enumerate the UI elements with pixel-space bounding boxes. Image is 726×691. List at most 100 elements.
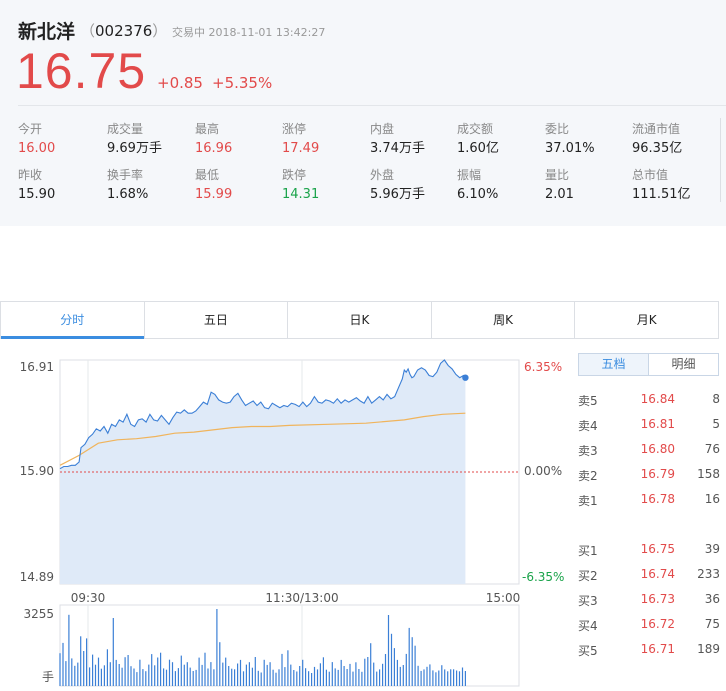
volume-bar	[313, 666, 316, 686]
volume-bar	[393, 648, 395, 686]
volume-bar	[139, 659, 141, 686]
bid-volume: 189	[697, 642, 720, 656]
stat-label: 今开	[18, 122, 43, 136]
y-tick-pct-low: -6.35%	[522, 570, 564, 584]
stat-outer-volume: 外盘 5.96万手	[370, 167, 454, 204]
volume-bar	[201, 664, 203, 686]
bid-row: 买1 16.75 39	[578, 542, 720, 560]
volume-bar	[299, 666, 301, 686]
bid-volume: 75	[704, 617, 720, 631]
volume-bar	[157, 657, 159, 686]
stat-value: 16.00	[18, 141, 56, 156]
bracket-close: ）	[152, 22, 168, 40]
volume-bar	[106, 649, 108, 686]
stat-volume: 成交量 9.69万手	[107, 121, 191, 158]
bid-price: 16.75	[640, 542, 675, 556]
volume-bar	[447, 671, 449, 686]
volume-bar	[248, 662, 250, 686]
volume-bar	[177, 668, 179, 686]
stat-value: 96.35亿	[632, 141, 683, 156]
stat-label: 涨停	[282, 122, 307, 136]
bid-label: 买1	[578, 544, 598, 558]
y-tick-low: 14.89	[20, 570, 54, 584]
volume-bar	[269, 662, 271, 686]
bid-price: 16.71	[640, 642, 675, 656]
stat-value: 3.74万手	[370, 141, 425, 156]
volume-bar	[65, 661, 67, 686]
volume-bar	[405, 653, 407, 686]
stat-value: 16.96	[195, 141, 233, 156]
volume-bar	[461, 667, 464, 686]
bid-volume: 233	[697, 567, 720, 581]
ask-label: 卖5	[578, 394, 598, 408]
tab-trade-details[interactable]: 明细	[649, 353, 719, 376]
volume-bar	[399, 666, 401, 686]
tab-weekly-k[interactable]: 周K	[432, 302, 576, 338]
volume-bar	[387, 615, 390, 686]
ask-volume: 158	[697, 467, 720, 481]
volume-bar	[204, 652, 206, 686]
volume-bar	[328, 671, 330, 686]
tab-intraday[interactable]: 分时	[1, 302, 145, 339]
volume-bar	[373, 662, 375, 686]
volume-bar	[325, 669, 327, 686]
volume-bar	[254, 657, 256, 686]
bid-row: 买5 16.71 189	[578, 642, 720, 660]
edge-divider	[720, 118, 721, 202]
stat-label: 成交量	[107, 122, 144, 136]
volume-bar	[402, 665, 404, 686]
bid-price: 16.73	[640, 592, 675, 606]
volume-bar	[189, 667, 191, 686]
volume-bar	[74, 665, 76, 686]
volume-bar	[97, 657, 100, 686]
y-tick-high: 16.91	[20, 360, 54, 374]
volume-bar	[414, 645, 416, 686]
volume-bar	[281, 653, 283, 686]
volume-bar	[242, 671, 245, 686]
ask-price: 16.84	[640, 392, 675, 406]
volume-bar	[133, 668, 135, 686]
volume-bar	[171, 662, 174, 686]
volume-bar	[384, 654, 387, 686]
volume-bar	[355, 662, 357, 686]
stat-value: 1.68%	[107, 187, 149, 202]
volume-bar	[361, 671, 363, 686]
volume-bar	[458, 671, 461, 686]
volume-bar	[109, 662, 111, 686]
volume-bar	[266, 664, 268, 686]
volume-bar	[293, 670, 295, 686]
y-tick-prev-close: 15.90	[20, 464, 54, 478]
volume-bar	[370, 643, 372, 686]
volume-bar	[464, 671, 466, 686]
volume-bar	[127, 655, 129, 686]
volume-bar	[456, 670, 458, 686]
x-tick-close: 15:00	[486, 591, 521, 605]
tab-monthly-k[interactable]: 月K	[636, 313, 657, 327]
volume-bar	[302, 659, 304, 686]
stat-bid-ratio: 委比 37.01%	[545, 121, 629, 158]
volume-bar	[444, 669, 446, 686]
volume-bar	[165, 669, 168, 686]
volume-bar	[450, 669, 452, 686]
bid-label: 买4	[578, 619, 598, 633]
price-line	[59, 359, 466, 470]
tab-five-day[interactable]: 五日	[145, 302, 289, 338]
volume-bar	[432, 670, 434, 686]
volume-bar	[337, 669, 339, 686]
tab-daily-k[interactable]: 日K	[288, 302, 432, 338]
volume-bar	[367, 657, 369, 686]
volume-bar	[296, 671, 298, 686]
stat-label: 振幅	[457, 168, 482, 182]
volume-bar	[408, 627, 410, 686]
volume-bar	[100, 668, 102, 686]
tab-five-levels[interactable]: 五档	[578, 353, 649, 376]
volume-bar	[92, 654, 94, 686]
price-layer	[59, 359, 469, 584]
volume-bar	[319, 663, 321, 686]
stat-label: 委比	[545, 122, 570, 136]
price-change-percent: +5.35%	[212, 74, 273, 92]
volume-bar	[260, 672, 262, 686]
volume-bar	[180, 655, 182, 686]
stat-turnover-amount: 成交额 1.60亿	[457, 121, 541, 158]
volume-bar	[80, 636, 82, 686]
